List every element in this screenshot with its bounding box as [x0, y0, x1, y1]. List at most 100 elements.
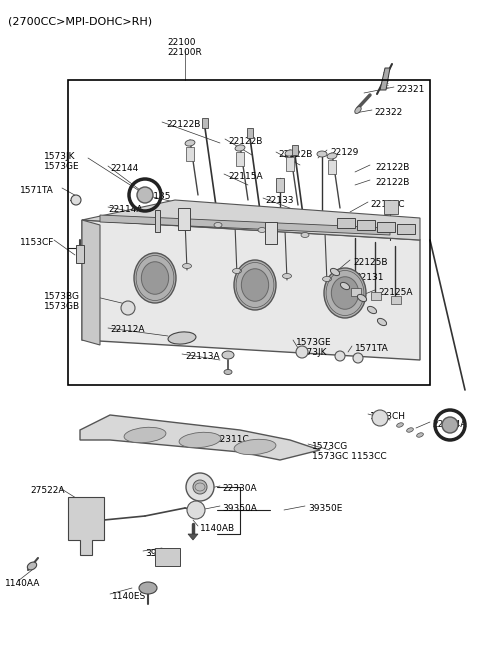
- Bar: [202, 118, 208, 128]
- Text: 22114A: 22114A: [108, 205, 143, 214]
- Text: 1573BG
1573GB: 1573BG 1573GB: [44, 292, 80, 311]
- Ellipse shape: [396, 422, 403, 427]
- Ellipse shape: [285, 150, 295, 156]
- Ellipse shape: [134, 253, 176, 303]
- Polygon shape: [82, 220, 420, 360]
- Ellipse shape: [124, 427, 166, 443]
- Text: 22125B: 22125B: [353, 258, 387, 267]
- Ellipse shape: [241, 269, 269, 301]
- Ellipse shape: [358, 294, 367, 301]
- Text: (2700CC>MPI-DOHC>RH): (2700CC>MPI-DOHC>RH): [8, 16, 152, 26]
- Bar: [178, 208, 190, 230]
- Ellipse shape: [139, 582, 157, 594]
- Ellipse shape: [377, 318, 386, 326]
- Bar: [155, 210, 160, 232]
- Bar: [397, 224, 415, 234]
- Text: 1573JK
1573GE: 1573JK 1573GE: [44, 152, 80, 172]
- Polygon shape: [380, 68, 390, 90]
- Text: 1140AA: 1140AA: [5, 579, 40, 588]
- Text: 1153CH: 1153CH: [370, 412, 406, 421]
- Text: 22125A: 22125A: [378, 288, 412, 297]
- Bar: [68, 80, 430, 385]
- Bar: [236, 152, 244, 166]
- Text: 22330A: 22330A: [222, 484, 257, 493]
- Text: 22322: 22322: [374, 108, 402, 117]
- Circle shape: [335, 351, 345, 361]
- Bar: [377, 222, 395, 232]
- Ellipse shape: [324, 268, 366, 318]
- Circle shape: [372, 410, 388, 426]
- Ellipse shape: [331, 277, 359, 309]
- Polygon shape: [82, 200, 420, 240]
- Bar: [155, 548, 180, 566]
- Circle shape: [442, 417, 458, 433]
- Polygon shape: [188, 534, 198, 540]
- Text: 1573GE
1573JK: 1573GE 1573JK: [296, 338, 332, 358]
- Text: 1573CG
1573GC 1153CC: 1573CG 1573GC 1153CC: [312, 442, 386, 461]
- Text: 39351A: 39351A: [145, 549, 180, 558]
- Ellipse shape: [141, 262, 168, 294]
- Text: 22122C: 22122C: [370, 200, 405, 209]
- Circle shape: [193, 480, 207, 494]
- Circle shape: [296, 346, 308, 358]
- Bar: [292, 145, 298, 155]
- Text: 39350A: 39350A: [222, 504, 257, 513]
- Polygon shape: [80, 415, 320, 460]
- Ellipse shape: [367, 307, 377, 314]
- Bar: [371, 292, 381, 300]
- Text: 22311C: 22311C: [214, 435, 249, 444]
- Text: 22131: 22131: [355, 273, 384, 282]
- Bar: [357, 220, 375, 230]
- Text: 22115A: 22115A: [228, 172, 263, 181]
- Circle shape: [186, 473, 214, 501]
- Text: 22133: 22133: [265, 196, 293, 205]
- Bar: [337, 218, 355, 228]
- Circle shape: [187, 501, 205, 519]
- Text: 22122B: 22122B: [228, 137, 263, 146]
- Ellipse shape: [234, 260, 276, 310]
- Text: 22122B: 22122B: [375, 178, 409, 187]
- Text: 22122B: 22122B: [278, 150, 312, 159]
- Text: 1140ES: 1140ES: [112, 592, 146, 601]
- Polygon shape: [68, 497, 104, 555]
- Bar: [76, 245, 84, 263]
- Ellipse shape: [168, 332, 196, 344]
- Text: 27522A: 27522A: [30, 486, 64, 495]
- Bar: [247, 128, 253, 138]
- Text: 1571TA: 1571TA: [355, 344, 389, 353]
- Bar: [391, 296, 401, 304]
- Ellipse shape: [330, 269, 339, 276]
- Ellipse shape: [323, 276, 332, 282]
- Polygon shape: [82, 220, 100, 345]
- Ellipse shape: [355, 107, 361, 113]
- Bar: [351, 288, 361, 296]
- Ellipse shape: [235, 145, 245, 151]
- Ellipse shape: [182, 263, 192, 269]
- Text: 22122B: 22122B: [375, 163, 409, 172]
- Text: 1153CF: 1153CF: [20, 238, 54, 247]
- Text: 22321: 22321: [396, 85, 424, 94]
- Ellipse shape: [258, 227, 266, 233]
- Ellipse shape: [27, 562, 36, 570]
- Text: 22144: 22144: [110, 164, 138, 173]
- Circle shape: [137, 187, 153, 203]
- Ellipse shape: [283, 274, 291, 278]
- Ellipse shape: [214, 223, 222, 227]
- Ellipse shape: [327, 153, 337, 159]
- Ellipse shape: [234, 440, 276, 455]
- Text: 22122B: 22122B: [166, 120, 200, 129]
- Polygon shape: [100, 215, 390, 235]
- Bar: [265, 222, 277, 244]
- Circle shape: [71, 195, 81, 205]
- Ellipse shape: [340, 282, 349, 290]
- Text: 22144A: 22144A: [432, 420, 467, 429]
- Ellipse shape: [301, 233, 309, 238]
- Text: 22135: 22135: [142, 192, 170, 201]
- Ellipse shape: [222, 351, 234, 359]
- Bar: [186, 147, 194, 161]
- Ellipse shape: [417, 433, 423, 438]
- Text: 22113A: 22113A: [185, 352, 220, 361]
- Bar: [384, 200, 398, 214]
- Ellipse shape: [407, 428, 413, 432]
- Ellipse shape: [317, 151, 327, 157]
